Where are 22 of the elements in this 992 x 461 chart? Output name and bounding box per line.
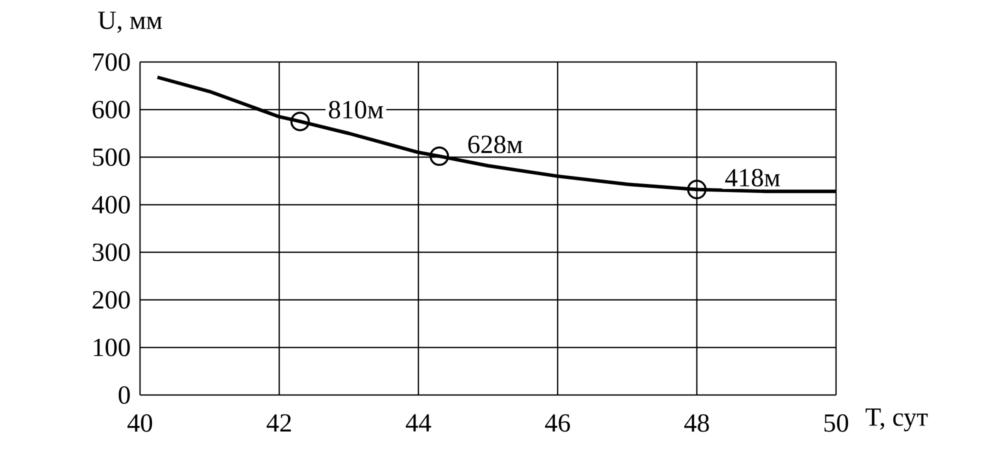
x-tick-label: 40 — [127, 414, 152, 432]
annotation: 628м — [468, 136, 522, 154]
annotation: 810м — [328, 100, 384, 119]
point — [290, 112, 310, 132]
point — [687, 180, 707, 200]
y-tick-label: 700 — [93, 53, 130, 71]
y-axis-title: U, мм — [98, 12, 162, 33]
point — [430, 146, 450, 166]
y-tick-label: 200 — [92, 291, 130, 309]
x-tick-label: 46 — [545, 414, 570, 432]
x-tick-label: 48 — [684, 414, 709, 432]
x-tick-label: 42 — [266, 414, 291, 432]
x-tick-label: 50 — [824, 414, 848, 432]
y-tick-label: 100 — [94, 338, 130, 356]
annotation: 418м — [725, 168, 780, 187]
x-tick-label: 44 — [406, 414, 432, 432]
y-tick-label: 0 — [118, 386, 130, 404]
y-tick-label: 300 — [92, 243, 130, 262]
y-tick-label: 500 — [93, 148, 130, 166]
x-axis-title: T, сут — [866, 408, 928, 432]
y-tick-label: 400 — [92, 196, 130, 214]
y-tick-label: 600 — [92, 100, 130, 118]
